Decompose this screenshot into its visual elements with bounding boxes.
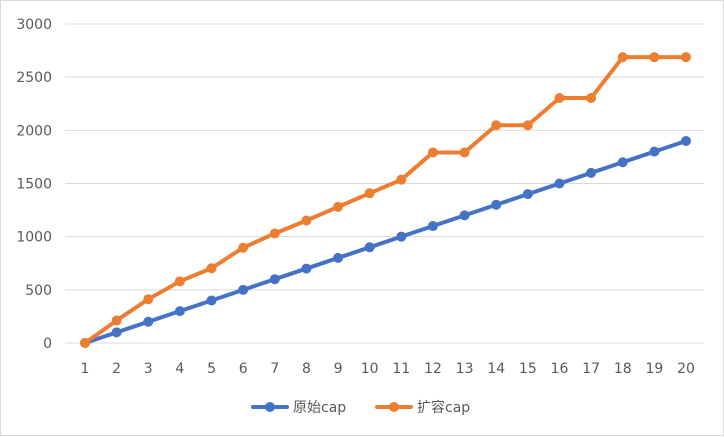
data-point: [681, 135, 691, 146]
data-point: [617, 52, 628, 63]
data-point: [396, 174, 407, 185]
data-point: [174, 306, 185, 317]
legend: 原始cap 扩容cap: [251, 399, 470, 416]
x-tick-label: 1: [81, 361, 90, 377]
y-tick-label: 1000: [16, 230, 52, 246]
data-point: [143, 316, 154, 327]
data-point: [174, 276, 185, 287]
data-point: [586, 167, 597, 178]
legend-item: 原始cap: [251, 400, 346, 416]
data-point: [269, 274, 280, 285]
data-point: [364, 188, 375, 199]
y-tick-label: 2000: [16, 123, 52, 139]
x-tick-label: 19: [645, 361, 663, 377]
legend-item: 扩容cap: [375, 399, 470, 416]
y-tick-label: 2500: [16, 70, 52, 86]
series-layer: [80, 52, 691, 348]
data-point: [111, 315, 122, 326]
gridlines: [65, 23, 704, 344]
data-point: [522, 120, 533, 131]
x-tick-label: 11: [392, 361, 410, 377]
x-tick-label: 10: [361, 361, 379, 377]
y-tick-label: 1500: [16, 177, 52, 193]
series-2: [80, 52, 691, 348]
data-point: [238, 242, 249, 253]
y-tick-label: 500: [25, 283, 52, 299]
x-tick-label: 9: [334, 361, 343, 377]
data-point: [586, 93, 597, 104]
data-point: [301, 263, 312, 274]
series-line: [83, 55, 688, 345]
data-point: [681, 52, 691, 63]
legend-swatch-marker: [265, 402, 275, 412]
data-point: [80, 338, 90, 348]
x-tick-label: 6: [239, 361, 248, 377]
y-tick-label: 0: [43, 336, 52, 352]
data-point: [206, 263, 217, 274]
data-point: [554, 178, 565, 189]
x-tick-label: 8: [302, 361, 311, 377]
data-point: [649, 52, 660, 63]
data-point: [333, 252, 344, 263]
data-point: [459, 147, 470, 158]
data-point: [301, 215, 312, 226]
data-point: [364, 242, 375, 253]
data-point: [333, 201, 344, 212]
x-tick-label: 7: [270, 361, 279, 377]
y-tick-label: 3000: [16, 17, 52, 33]
legend-label: 扩容cap: [417, 399, 470, 416]
x-tick-label: 16: [551, 361, 569, 377]
x-tick-label: 2: [112, 361, 121, 377]
data-point: [459, 210, 470, 221]
x-tick-label: 20: [677, 361, 695, 377]
series-line: [83, 138, 688, 345]
x-tick-label: 4: [175, 361, 184, 377]
x-tick-label: 13: [456, 361, 474, 377]
data-point: [491, 199, 502, 210]
data-point: [554, 93, 565, 104]
legend-swatch-marker: [389, 402, 399, 412]
x-axis-ticks: 1 2 3 4 5 6 7 8 9 10 11 12 13 14 15 16 17 18 19 20: [81, 361, 695, 377]
data-point: [491, 120, 502, 131]
data-point: [269, 228, 280, 239]
legend-label: 原始cap: [293, 400, 346, 416]
y-axis-ticks: 0 500 1000 1500 2000 2500 3000: [16, 17, 52, 352]
data-point: [427, 221, 438, 232]
data-point: [427, 147, 438, 158]
data-point: [522, 189, 533, 200]
x-tick-label: 5: [207, 361, 216, 377]
data-point: [238, 284, 249, 295]
x-tick-label: 12: [424, 361, 442, 377]
data-point: [143, 294, 154, 305]
data-point: [649, 146, 660, 157]
data-point: [206, 295, 217, 306]
data-point: [617, 157, 628, 168]
data-point: [111, 327, 122, 338]
x-tick-label: 17: [582, 361, 600, 377]
x-tick-label: 18: [614, 361, 632, 377]
data-point: [396, 231, 407, 242]
x-tick-label: 15: [519, 361, 537, 377]
series-1: [80, 135, 691, 348]
x-tick-label: 14: [487, 361, 505, 377]
x-tick-label: 3: [144, 361, 153, 377]
